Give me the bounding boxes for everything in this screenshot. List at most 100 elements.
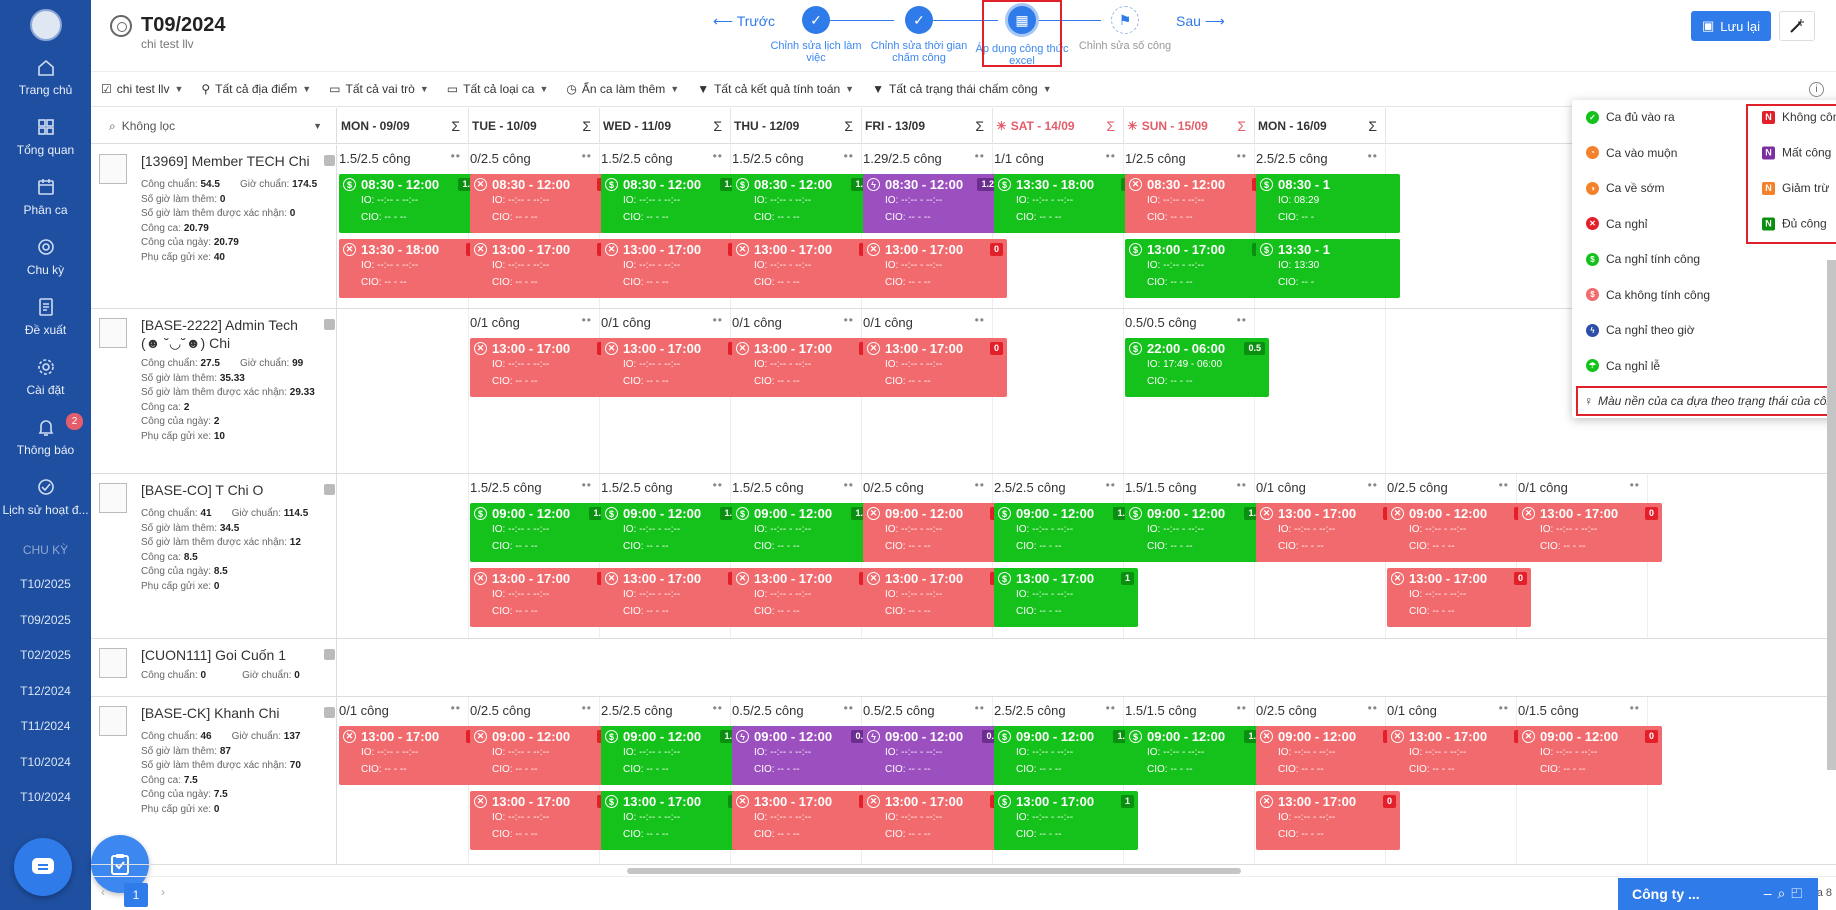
shift-block[interactable]: ✕13:00 - 17:00 0 IO: --:-- - --:-- CIO: …: [601, 338, 745, 397]
more-icon[interactable]: ••: [974, 701, 985, 715]
shift-block[interactable]: $08:30 - 1 IO: 08:29 CIO: -- -: [1256, 174, 1400, 233]
prev-page-icon[interactable]: ‹: [101, 885, 105, 899]
day-cell[interactable]: 1.5/1.5 công •• $09:00 - 12:00 1.5 IO: --…: [1124, 697, 1269, 864]
day-header[interactable]: FRI - 13/09 Σ: [862, 108, 993, 144]
more-icon[interactable]: ••: [1236, 701, 1247, 715]
day-cell[interactable]: 1.5/2.5 công •• $08:30 - 12:00 1.5 IO: --…: [338, 145, 483, 308]
period-item[interactable]: T10/2024: [20, 754, 71, 769]
day-cell[interactable]: [1255, 309, 1386, 473]
day-cell[interactable]: 0.5/0.5 công •• $22:00 - 06:00 0.5 IO: 17…: [1124, 309, 1269, 473]
prev-step-link[interactable]: ⟵ Trước: [713, 13, 775, 29]
sidebar-item[interactable]: Thông báo 2: [0, 413, 91, 475]
sidebar-item[interactable]: Trang chủ: [0, 55, 91, 115]
more-icon[interactable]: ••: [1236, 149, 1247, 163]
day-cell[interactable]: 0/1 công•• ✕13:00 - 17:00 0 IO: --:-- - …: [600, 309, 745, 473]
more-icon[interactable]: ••: [712, 701, 723, 715]
day-cell[interactable]: 1.5/2.5 công •• $09:00 - 12:00 1.5 IO: --…: [731, 474, 876, 638]
more-icon[interactable]: ••: [1367, 149, 1378, 163]
day-cell[interactable]: 1.5/2.5 công •• $09:00 - 12:00 1.5 IO: --…: [600, 474, 745, 638]
day-cell[interactable]: 1/2.5 công•• ✕08:30 - 12:00 0 IO: --:-- …: [1124, 145, 1269, 308]
employee-name[interactable]: [BASE-CK] Khanh Chi: [141, 705, 280, 721]
shift-block[interactable]: ✕09:00 - 12:00 0 IO: --:-- - --:-- CIO: …: [470, 726, 614, 785]
sum-icon[interactable]: Σ: [451, 118, 460, 134]
day-cell[interactable]: 0/1 công•• ✕13:00 - 17:00 0 IO: --:-- - …: [731, 309, 876, 473]
shift-block[interactable]: ✕08:30 - 12:00 0 IO: --:-- - --:-- CIO: …: [470, 174, 614, 233]
shift-block[interactable]: ϟ 08:30 - 12:00 1.29 IO: --:-- - --:-- CI…: [863, 174, 1007, 233]
more-icon[interactable]: ••: [1105, 478, 1116, 492]
day-cell[interactable]: 1.5/2.5 công •• $08:30 - 12:00 1.5 IO: --…: [731, 145, 876, 308]
day-header[interactable]: MON - 16/09 Σ: [1255, 108, 1386, 144]
shift-block[interactable]: $13:00 - 17:00 1 IO: --:-- - --:-- CIO: …: [1125, 239, 1269, 298]
sum-icon[interactable]: Σ: [713, 118, 722, 134]
day-cell[interactable]: 2.5/2.5 công •• $08:30 - 1 IO: 08:29 CIO:…: [1255, 145, 1400, 308]
more-icon[interactable]: ••: [1236, 313, 1247, 327]
next-page-icon[interactable]: ›: [161, 885, 165, 899]
filter-schedule[interactable]: ☑ chi test llv ▼: [101, 82, 183, 96]
shift-block[interactable]: $09:00 - 12:00 1.5 IO: --:-- - --:-- CIO…: [1125, 503, 1269, 562]
more-icon[interactable]: ••: [843, 478, 854, 492]
sidebar-item[interactable]: Đề xuất: [0, 295, 91, 355]
day-cell[interactable]: 0/1 công•• ✕13:00 - 17:00 0 IO: --:-- - …: [1517, 474, 1662, 638]
shift-block[interactable]: ✕08:30 - 12:00 0 IO: --:-- - --:-- CIO: …: [1125, 174, 1269, 233]
day-cell[interactable]: 1.5/2.5 công •• $09:00 - 12:00 1.5 IO: --…: [469, 474, 614, 638]
filter-result[interactable]: ▼ Tất cả kết quả tính toán ▼: [697, 82, 854, 96]
day-cell[interactable]: 0/2.5 công •• ✕ 09:00 - 12:00 0 IO: --:-- …: [1255, 697, 1400, 864]
sum-icon[interactable]: Σ: [582, 118, 591, 134]
more-icon[interactable]: ••: [1629, 701, 1640, 715]
more-icon[interactable]: ••: [581, 701, 592, 715]
more-icon[interactable]: ••: [974, 149, 985, 163]
more-icon[interactable]: ••: [450, 701, 461, 715]
shift-block[interactable]: ✕13:00 - 17:00 0 IO: --:-- - --:-- CIO: …: [1256, 503, 1400, 562]
shift-block[interactable]: ✕09:00 - 12:00 0 IO: --:-- - --:-- CIO: …: [1518, 726, 1662, 785]
employee-name[interactable]: [CUON111] Goi Cuốn 1: [141, 647, 286, 663]
day-cell[interactable]: 0/1 công•• ✕13:00 - 17:00 0 IO: --:-- - …: [338, 697, 483, 864]
shift-block[interactable]: ✕13:00 - 17:00 0 IO: --:-- - --:-- CIO: …: [601, 239, 745, 298]
sum-icon[interactable]: Σ: [1368, 118, 1377, 134]
day-cell[interactable]: 0.5/2.5 công •• ϟ 09:00 - 12:00 0.5 IO: --…: [731, 697, 876, 864]
step-edit-time[interactable]: ✓ Chỉnh sửa thời gian chấm công: [869, 6, 969, 64]
employee-checkbox[interactable]: [324, 155, 335, 166]
employee-filter[interactable]: ⌕ Không lọc ▼: [91, 108, 337, 144]
sidebar-item[interactable]: Cài đặt: [0, 355, 91, 415]
day-cell[interactable]: 0/2.5 công •• ✕ 09:00 - 12:00 0 IO: --:-- …: [1386, 474, 1531, 638]
day-header[interactable]: ☀ SUN - 15/09 Σ: [1124, 108, 1255, 144]
shift-block[interactable]: $09:00 - 12:00 1.5 IO: --:-- - --:-- CIO…: [601, 726, 745, 785]
vertical-scrollbar[interactable]: [1827, 260, 1836, 770]
day-header[interactable]: TUE - 10/09 Σ: [469, 108, 600, 144]
day-cell[interactable]: 1.5/2.5 công •• $08:30 - 12:00 1.5 IO: --…: [600, 145, 745, 308]
shift-block[interactable]: ✕13:00 - 17:00 0 IO: --:-- - --:-- CIO: …: [863, 791, 1007, 850]
sum-icon[interactable]: Σ: [1106, 118, 1115, 134]
shift-block[interactable]: $09:00 - 12:00 1.5 IO: --:-- - --:-- CIO…: [1125, 726, 1269, 785]
day-header[interactable]: ☀ SAT - 14/09 Σ: [993, 108, 1124, 144]
sum-icon[interactable]: Σ: [1237, 118, 1246, 134]
day-header[interactable]: WED - 11/09 Σ: [600, 108, 731, 144]
shift-block[interactable]: $22:00 - 06:00 0.5 IO: 17:49 - 06:00 CIO…: [1125, 338, 1269, 397]
period-item[interactable]: T10/2025: [20, 577, 71, 591]
filter-shift-type[interactable]: ▭ Tất cả loại ca ▼: [447, 82, 549, 96]
save-button[interactable]: ▣ Lưu lại: [1691, 11, 1771, 41]
day-cell[interactable]: 1.29/2.5 công •• ϟ 08:30 - 12:00 1.29 IO: …: [862, 145, 1007, 308]
shift-block[interactable]: ϟ 09:00 - 12:00 0.5 IO: --:-- - --:-- CIO…: [732, 726, 876, 785]
sidebar-item[interactable]: Lịch sử hoạt đ...: [0, 475, 91, 535]
day-cell[interactable]: 2.5/2.5 công •• $09:00 - 12:00 1.5 IO: --…: [993, 474, 1138, 638]
employee-name[interactable]: [13969] Member TECH Chi: [141, 153, 310, 169]
shift-block[interactable]: $08:30 - 12:00 1.5 IO: --:-- - --:-- CIO…: [601, 174, 745, 233]
shift-block[interactable]: ✕13:00 - 17:00 0 IO: --:-- - --:-- CIO: …: [732, 338, 876, 397]
shift-block[interactable]: ✕09:00 - 12:00 0 IO: --:-- - --:-- CIO: …: [1256, 726, 1400, 785]
more-icon[interactable]: ••: [1236, 478, 1247, 492]
shift-block[interactable]: ✕13:00 - 17:00 0 IO: --:-- - --:-- CIO: …: [863, 239, 1007, 298]
sidebar-item[interactable]: Chu kỳ: [0, 235, 91, 295]
shift-block[interactable]: ✕13:00 - 17:00 0 IO: --:-- - --:-- CIO: …: [470, 568, 614, 627]
shift-block[interactable]: ✕13:00 - 17:00 0 IO: --:-- - --:-- CIO: …: [470, 239, 614, 298]
shift-block[interactable]: ✕13:00 - 17:00 0 IO: --:-- - --:-- CIO: …: [601, 568, 745, 627]
more-icon[interactable]: ••: [1367, 701, 1378, 715]
chat-button[interactable]: [14, 838, 72, 896]
shift-block[interactable]: $08:30 - 12:00 1.5 IO: --:-- - --:-- CIO…: [732, 174, 876, 233]
shift-block[interactable]: ✕13:00 - 17:00 0 IO: --:-- - --:-- CIO: …: [1387, 568, 1531, 627]
sidebar-item[interactable]: Tổng quan: [0, 115, 91, 175]
day-cell[interactable]: 0/1 công•• ✕13:00 - 17:00 0 IO: --:-- - …: [1255, 474, 1400, 638]
day-cell[interactable]: 0/2.5 công•• ✕08:30 - 12:00 0 IO: --:-- …: [469, 145, 614, 308]
day-cell[interactable]: 2.5/2.5 công •• $09:00 - 12:00 1.5 IO: --…: [993, 697, 1138, 864]
shift-block[interactable]: ✕13:00 - 17:00 0 IO: --:-- - --:-- CIO: …: [863, 338, 1007, 397]
more-icon[interactable]: ••: [1105, 149, 1116, 163]
